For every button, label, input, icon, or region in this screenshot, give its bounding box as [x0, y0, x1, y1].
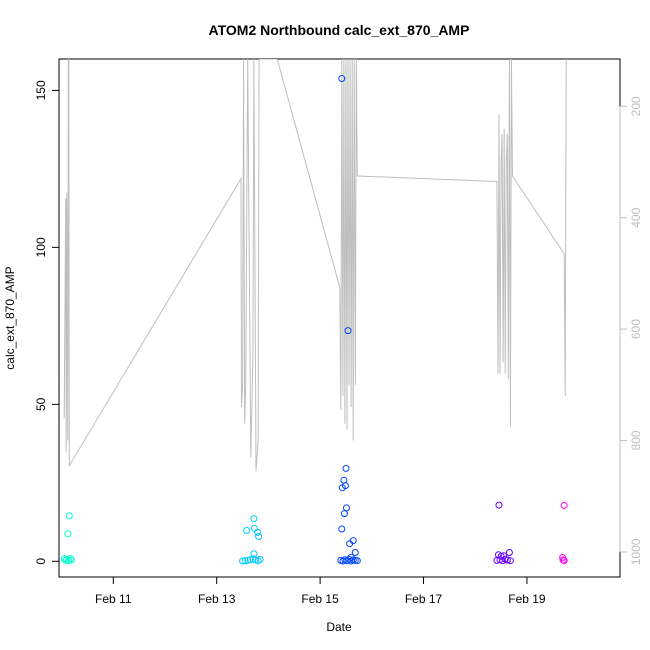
x-tick-label-1: Feb 13 — [198, 592, 236, 606]
data-point-58 — [560, 557, 568, 565]
data-point-9 — [243, 527, 251, 534]
x-axis-label: Date — [326, 620, 352, 634]
y2-tick-label-3: 800 — [629, 430, 643, 450]
data-point-44 — [495, 501, 503, 509]
y2-tick-label-2: 600 — [629, 319, 643, 339]
data-point-6 — [66, 555, 74, 562]
data-point-13 — [250, 550, 258, 558]
data-point-0 — [65, 512, 73, 520]
data-point-1 — [64, 530, 72, 538]
data-point-29 — [340, 510, 348, 518]
data-point-33 — [351, 549, 359, 556]
y2-axis: 200 400 600 800 1000 — [619, 96, 643, 565]
data-point-7 — [67, 556, 75, 564]
data-point-24 — [342, 464, 350, 472]
y-tick-label-1: 50 — [34, 397, 48, 411]
y-axis: 0 50 100 150 — [34, 80, 60, 565]
data-point-22 — [338, 75, 346, 82]
secondary-series-layer — [63, 59, 567, 472]
y2-tick-label-1: 400 — [629, 207, 643, 227]
scatter-points-layer — [60, 75, 568, 565]
secondary-series-line — [63, 59, 567, 472]
plot-frame — [58, 58, 621, 578]
data-point-47 — [500, 552, 508, 560]
y2-tick-label-4: 1000 — [629, 538, 643, 565]
data-point-45 — [505, 549, 513, 556]
y-axis-label: calc_ext_870_AMP — [3, 266, 17, 369]
data-point-30 — [338, 525, 346, 533]
data-point-14 — [239, 557, 247, 565]
data-point-32 — [346, 540, 354, 548]
y-tick-label-0: 0 — [34, 558, 48, 565]
data-point-36 — [339, 557, 347, 565]
chart-title: ATOM2 Northbound calc_ext_870_AMP — [209, 22, 470, 38]
y-tick-label-2: 100 — [34, 237, 48, 257]
data-point-57 — [559, 556, 567, 564]
data-point-12 — [255, 533, 263, 540]
data-point-28 — [343, 504, 350, 512]
data-point-4 — [63, 555, 71, 563]
data-point-43 — [353, 557, 361, 565]
data-point-10 — [250, 524, 258, 532]
y-tick-label-3: 150 — [34, 80, 48, 100]
data-point-21 — [256, 555, 264, 563]
y2-tick-label-0: 200 — [629, 96, 643, 116]
x-tick-label-4: Feb 19 — [508, 592, 546, 606]
data-point-55 — [560, 501, 568, 509]
data-point-20 — [254, 557, 262, 565]
data-point-15 — [241, 557, 249, 565]
x-tick-label-3: Feb 17 — [405, 592, 443, 606]
x-tick-label-2: Feb 15 — [301, 592, 339, 606]
data-point-11 — [254, 528, 261, 536]
data-point-8 — [250, 515, 258, 523]
data-point-27 — [338, 484, 346, 492]
x-axis: Feb 11 Feb 13 Feb 15 Feb 17 Feb 19 — [95, 576, 546, 606]
data-point-54 — [506, 557, 514, 565]
x-tick-label-0: Feb 11 — [95, 592, 132, 606]
data-point-23 — [344, 327, 352, 335]
data-point-53 — [503, 556, 511, 564]
